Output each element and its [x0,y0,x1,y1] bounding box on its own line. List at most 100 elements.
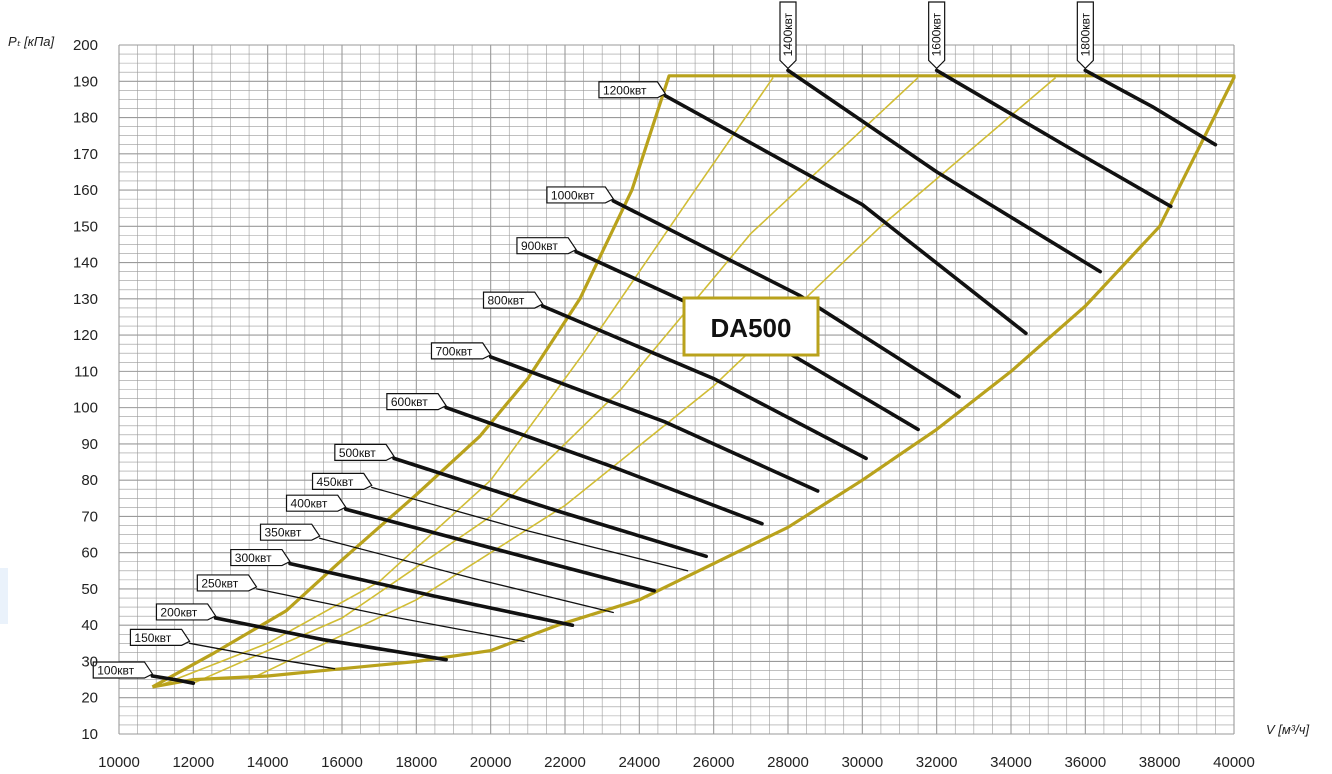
power-label-text: 1600квт [930,12,944,56]
y-tick-label: 190 [73,73,98,90]
power-label: 200квт [155,603,217,621]
power-curves [150,68,1218,686]
power-label-text: 200квт [160,605,197,619]
power-label-box [92,661,154,679]
power-label-text: 100квт [97,663,134,677]
x-tick-label: 10000 [98,754,140,771]
x-tick-label: 18000 [395,754,437,771]
power-curve [444,405,764,526]
power-label: 450квт [311,472,373,491]
power-label-text: 350квт [265,526,302,540]
power-label-text: 800квт [488,294,525,308]
model-box: DA500 [682,296,820,357]
x-tick-label: 40000 [1213,754,1255,771]
y-tick-label: 100 [73,400,98,417]
power-label-text: 1400квт [781,12,795,56]
power-label: 1000квт [546,186,615,204]
y-tick-label: 180 [73,110,98,127]
power-label-text: 300квт [235,551,272,565]
power-curve [213,616,448,662]
y-tick-label: 60 [81,545,98,562]
y-axis-title: Pₜ [кПа] [8,34,55,49]
y-tick-label: 170 [73,146,98,163]
power-label-text: 1000квт [551,188,595,202]
power-label: 350квт [259,523,321,541]
power-curve [540,304,868,461]
x-tick-label: 30000 [841,754,883,771]
power-label: 1800квт [1076,1,1094,70]
x-tick-label: 14000 [247,754,289,771]
y-tick-label: 130 [73,291,98,308]
x-tick-label: 38000 [1139,754,1181,771]
power-label-box [546,186,615,204]
power-label: 150квт [129,628,191,646]
power-label: 250квт [196,574,258,592]
power-label-box [230,548,291,567]
operating-envelope [151,74,1236,689]
model-label: DA500 [711,313,792,343]
y-tick-label: 30 [81,653,98,670]
power-curve [786,68,1102,274]
power-label-box [259,523,321,541]
y-tick-label: 10 [81,726,98,743]
power-curve [288,561,575,628]
power-label-text: 1800квт [1078,12,1092,56]
power-label-text: 500квт [339,446,376,460]
x-tick-label: 32000 [916,754,958,771]
x-tick-label: 12000 [172,754,214,771]
power-curve [663,94,1028,336]
x-axis-title: V [м³/ч] [1266,722,1309,737]
power-label-box [285,494,347,512]
power-curve [319,537,614,614]
x-tick-label: 16000 [321,754,363,771]
power-label-text: 900квт [521,239,558,253]
power-label-text: 400квт [291,497,328,511]
power-label-text: 1200квт [603,83,647,97]
left-edge-accent [0,568,8,624]
power-label: 700квт [430,342,492,360]
power-label-box [598,81,667,99]
y-tick-label: 160 [73,182,98,199]
power-curve [343,507,657,593]
power-labels: 100квт 150квт 200квт 250квт 300квт 350квт 400к… [92,1,1094,679]
y-tick-label: 90 [81,436,98,453]
power-label-box [430,342,492,360]
power-curve [150,674,196,686]
guide-line [192,77,919,684]
power-curve [488,355,820,493]
x-tick-label: 34000 [990,754,1032,771]
axis-ticks: 10000 12000 14000 16000 18000 20000 22000 24000… [73,37,1255,771]
power-curve [392,456,709,559]
x-tick-label: 20000 [470,754,512,771]
power-label: 100квт [92,661,154,679]
y-tick-label: 200 [73,37,98,54]
power-curve [611,199,961,399]
power-label-text: 700квт [435,344,472,358]
power-label: 500квт [334,443,395,461]
power-label-text: 250квт [201,576,238,590]
power-label: 1600квт [928,1,946,70]
y-tick-label: 140 [73,255,98,272]
model-box-frame [682,296,820,357]
power-label-box [482,291,544,309]
y-tick-label: 80 [81,472,98,489]
power-label-box [196,574,258,592]
power-label-box [129,628,191,646]
power-label-box [334,443,395,461]
power-curve [371,486,689,572]
power-label-box [928,1,946,70]
power-label-text: 150квт [134,631,171,645]
power-label: 400квт [285,494,347,512]
power-label: 300квт [230,548,291,567]
y-tick-label: 110 [74,363,98,380]
envelope-outline [151,74,1236,689]
power-curve [188,642,336,670]
x-tick-label: 28000 [767,754,809,771]
y-tick-label: 150 [73,218,98,235]
power-label: 900квт [516,237,578,255]
power-label: 1200квт [598,81,667,99]
power-label-box [311,472,373,491]
guide-line [155,77,774,688]
x-tick-label: 22000 [544,754,586,771]
